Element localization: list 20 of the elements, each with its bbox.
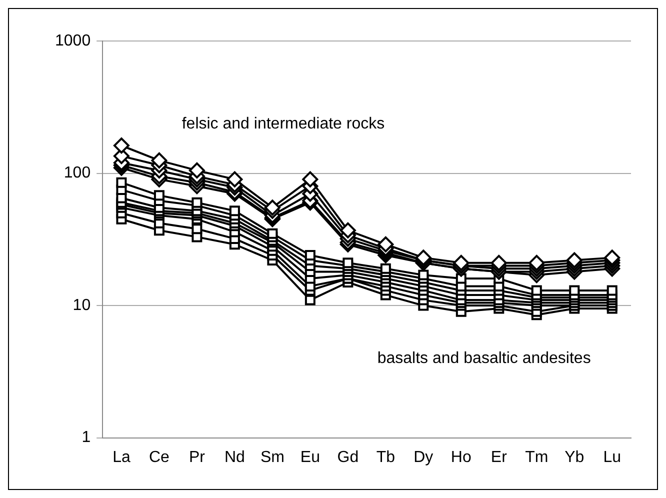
x-tick-label: Nd	[224, 448, 245, 466]
y-tick-label: 1000	[55, 32, 91, 50]
x-tick-label: Ho	[450, 448, 472, 466]
x-tick-label: Lu	[603, 448, 622, 466]
y-tick-label: 10	[72, 296, 91, 314]
x-tick-label: Dy	[414, 448, 434, 466]
x-tick-label: Ce	[148, 448, 170, 466]
x-tick-label: Eu	[300, 448, 320, 466]
x-tick-label: Pr	[188, 448, 206, 466]
x-tick-label: Yb	[564, 448, 584, 466]
x-tick-label: Tb	[376, 448, 396, 466]
x-tick-label: Gd	[337, 448, 359, 466]
annotation: felsic and intermediate rocks	[182, 116, 385, 133]
x-tick-label: Tm	[525, 448, 548, 466]
x-tick-label: Sm	[260, 448, 284, 466]
y-tick-label: 1	[82, 429, 91, 446]
y-tick-label: 100	[64, 164, 91, 182]
x-tick-label: Er	[490, 448, 508, 466]
x-tick-label: La	[112, 448, 130, 466]
annotation: basalts and basaltic andesites	[377, 350, 591, 367]
